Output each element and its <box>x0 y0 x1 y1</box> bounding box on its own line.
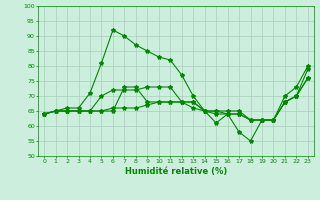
X-axis label: Humidité relative (%): Humidité relative (%) <box>125 167 227 176</box>
